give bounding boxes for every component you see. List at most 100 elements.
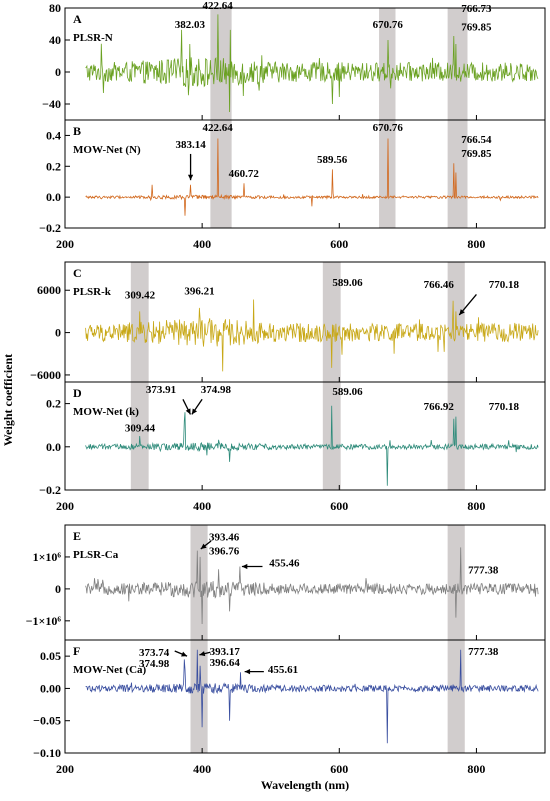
x-tick-label: 800	[467, 237, 485, 251]
panel-title: PLSR-Ca	[73, 549, 119, 561]
panel-c: 6000 0 −6000 C PLSR-k 309.42 396.21 589.06 766.4…	[30, 261, 546, 383]
x-tick-label: 200	[56, 499, 74, 513]
peak-label: 460.72	[229, 168, 260, 180]
panel-f: 0.05 0.00 −0.05 −0.10 F MOW-Net (Ca) 373.74374…	[33, 639, 546, 760]
peak-label: 309.44	[125, 423, 156, 435]
peak-label: 766.73	[461, 3, 492, 15]
y-tick-label: −40	[42, 97, 61, 111]
arrow-head	[200, 543, 207, 549]
y-tick-label: 0.00	[40, 681, 61, 695]
plot-frame	[64, 381, 546, 491]
plot-frame	[64, 639, 546, 754]
panel-letter: D	[73, 386, 82, 400]
panel-e: 1×10⁶ 0 −1×10⁶ E PLSR-Ca 393.46 396.76 455.46 77…	[26, 524, 546, 641]
peak-label: 589.06	[332, 277, 363, 289]
shaded-band	[190, 525, 208, 753]
arrow-head	[459, 309, 465, 315]
x-tick-label: 600	[330, 237, 348, 251]
panel-title: MOW-Net (Ca)	[73, 664, 147, 676]
x-tick-label: 400	[193, 237, 211, 251]
chart-group-3: 1×10⁶ 0 −1×10⁶ E PLSR-Ca 393.46 396.76 455.46 77…	[26, 524, 546, 776]
peak-label: 589.06	[332, 386, 363, 398]
panel-title: PLSR-k	[73, 286, 112, 298]
plot-frame	[64, 524, 546, 641]
peak-label: 374.98	[201, 384, 232, 396]
panel-title: PLSR-N	[73, 32, 113, 44]
series-line	[85, 405, 539, 486]
panel-letter: E	[73, 529, 81, 543]
peak-label: 373.91	[146, 384, 176, 396]
arrow-head	[244, 669, 251, 675]
peak-label: 766.46	[424, 279, 455, 291]
peak-label: 396.76	[209, 546, 240, 558]
shaded-band	[447, 262, 465, 490]
peak-label: 373.74	[139, 647, 170, 659]
panel-letter: B	[73, 124, 81, 138]
x-tick-label: 800	[467, 499, 485, 513]
peak-label: 766.54	[461, 134, 492, 146]
panel-title: MOW-Net (N)	[73, 144, 141, 156]
series-line	[85, 299, 539, 372]
y-tick-label: 6000	[37, 283, 61, 297]
peak-label: 309.42	[125, 290, 156, 302]
peak-label: 770.18	[489, 279, 520, 291]
x-tick-label: 400	[193, 762, 211, 776]
peak-label: 770.18	[489, 401, 520, 413]
panel-title: MOW-Net (k)	[73, 406, 139, 418]
series-line	[85, 14, 539, 113]
panel-d: 0.2 0.0 −0.2 D MOW-Net (k) 373.91 374.98 309.44…	[39, 381, 546, 497]
peak-label: 374.98	[139, 658, 170, 670]
peak-label: 766.92	[424, 401, 455, 413]
x-tick-label: 400	[193, 499, 211, 513]
x-tick-label: 200	[56, 237, 74, 251]
y-tick-label: 0	[55, 326, 61, 340]
shaded-band	[379, 8, 396, 228]
plot-frame	[64, 119, 546, 229]
x-axis-title: Wavelength (nm)	[261, 778, 349, 792]
shaded-band	[322, 262, 341, 490]
panel-b: 0.4 0.2 0.0 −0.2 B MOW-Net (N) 383.14 422.64 460…	[39, 119, 546, 235]
series-line	[85, 138, 539, 216]
shaded-band	[130, 262, 149, 490]
x-tick-label: 600	[330, 499, 348, 513]
arrow-head	[181, 651, 188, 657]
peak-label: 589.56	[317, 154, 348, 166]
peak-label: 777.38	[468, 646, 499, 658]
y-tick-label: 80	[49, 1, 61, 15]
peak-label: 777.38	[468, 565, 499, 577]
peak-label: 670.76	[373, 19, 404, 31]
panel-letter: A	[73, 12, 82, 26]
shaded-band	[210, 8, 232, 228]
peak-label: 382.03	[175, 19, 206, 31]
arrow-head	[187, 174, 194, 181]
shaded-band	[447, 8, 468, 228]
peak-label: 383.14	[175, 139, 206, 151]
y-tick-label: −6000	[30, 368, 61, 382]
series-line	[85, 547, 539, 625]
y-tick-label: 1×10⁶	[33, 550, 62, 564]
peak-label: 422.64	[203, 122, 234, 134]
y-tick-label: −0.10	[33, 746, 61, 760]
y-tick-label: −0.2	[39, 483, 61, 497]
peak-label: 769.85	[461, 21, 492, 33]
arrow-head	[185, 408, 191, 415]
peak-label: 455.61	[268, 664, 298, 676]
y-tick-label: −0.2	[39, 221, 61, 235]
arrow-head	[199, 651, 206, 657]
peak-label: 455.46	[269, 558, 300, 570]
peak-label: 670.76	[373, 122, 404, 134]
y-tick-label: 0.2	[46, 397, 61, 411]
x-tick-label: 600	[330, 762, 348, 776]
peak-label: 393.46	[209, 531, 240, 543]
y-tick-label: 0	[55, 582, 61, 596]
y-tick-label: −0.05	[33, 714, 61, 728]
y-tick-label: 0.4	[46, 128, 61, 142]
arrow-head	[241, 563, 248, 570]
peak-label: 422.64	[203, 0, 234, 12]
y-tick-label: 0.05	[40, 649, 61, 663]
y-tick-label: 0.0	[46, 190, 61, 204]
panel-letter: F	[73, 644, 80, 658]
peak-label: 396.21	[184, 285, 214, 297]
shaded-band	[447, 525, 465, 753]
